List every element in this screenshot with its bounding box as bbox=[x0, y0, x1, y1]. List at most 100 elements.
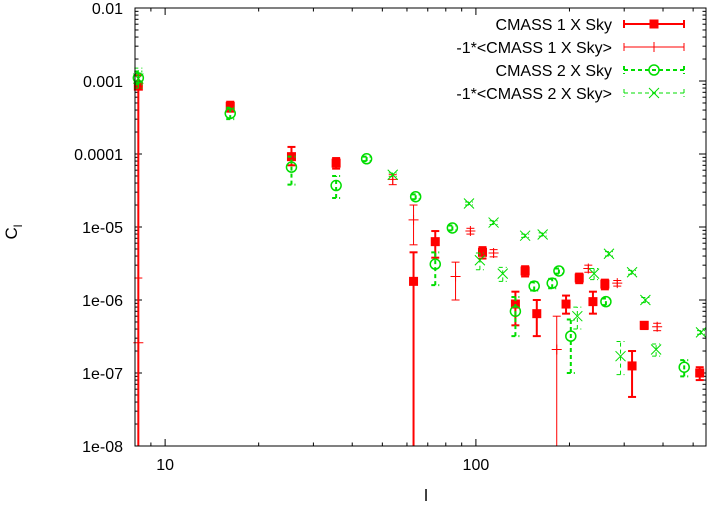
x-tick-label: 10 bbox=[156, 457, 174, 474]
data-point bbox=[285, 155, 298, 186]
data-point bbox=[330, 174, 342, 199]
y-tick-label: 0.0001 bbox=[74, 147, 123, 164]
data-point bbox=[520, 265, 530, 278]
data-point-marker bbox=[519, 230, 531, 242]
data-point bbox=[224, 106, 236, 121]
data-point-marker bbox=[331, 158, 341, 168]
data-point bbox=[528, 280, 540, 292]
data-point-marker bbox=[488, 217, 499, 228]
data-point-marker bbox=[387, 169, 399, 181]
data-point bbox=[408, 204, 419, 246]
data-point-marker bbox=[600, 279, 610, 289]
data-point-marker bbox=[330, 179, 342, 192]
data-point bbox=[627, 350, 637, 398]
data-point-marker bbox=[678, 361, 690, 373]
data-point-marker bbox=[537, 229, 549, 240]
data-point bbox=[565, 318, 577, 374]
data-point-marker bbox=[574, 273, 584, 283]
data-point-marker bbox=[360, 153, 373, 165]
data-point-marker bbox=[510, 299, 520, 309]
legend-label: -1*<CMASS 2 X Sky> bbox=[456, 86, 612, 103]
data-point-marker bbox=[409, 190, 422, 203]
data-point-marker bbox=[648, 64, 660, 76]
data-point bbox=[463, 198, 475, 209]
y-axis-label-main: C bbox=[2, 227, 21, 239]
data-point-marker bbox=[553, 265, 565, 277]
data-point bbox=[652, 321, 663, 332]
data-point-marker bbox=[649, 19, 659, 29]
data-point bbox=[588, 290, 598, 315]
data-point bbox=[551, 315, 562, 446]
data-point-marker bbox=[429, 258, 442, 270]
data-point bbox=[612, 278, 623, 289]
svg-text:Cl: Cl bbox=[2, 225, 25, 240]
y-tick-label: 1e-06 bbox=[82, 293, 123, 310]
data-point-marker bbox=[588, 268, 600, 279]
y-tick-label: 1e-08 bbox=[82, 439, 123, 456]
legend-label: CMASS 1 X Sky bbox=[496, 17, 612, 34]
data-point bbox=[537, 229, 549, 240]
data-point bbox=[600, 278, 610, 291]
data-point-marker bbox=[588, 297, 598, 307]
data-point bbox=[600, 295, 612, 308]
data-point bbox=[546, 277, 558, 290]
legend: CMASS 1 X Sky -1*<CMASS 1 X Sky> CMASS 2 X… bbox=[456, 17, 685, 103]
data-point bbox=[588, 268, 600, 281]
data-point-marker bbox=[497, 268, 509, 279]
y-tick-label: 1e-07 bbox=[82, 366, 123, 383]
data-point-marker bbox=[224, 107, 236, 120]
data-point bbox=[561, 294, 571, 315]
data-point bbox=[603, 248, 615, 260]
data-point-marker bbox=[520, 266, 530, 276]
data-point bbox=[626, 266, 638, 278]
data-point bbox=[387, 169, 399, 181]
data-point-marker bbox=[626, 266, 638, 278]
data-point-marker bbox=[650, 344, 662, 355]
y-axis-label-subscript: l bbox=[11, 225, 25, 228]
legend-label: CMASS 2 X Sky bbox=[496, 63, 612, 80]
series-3 bbox=[132, 70, 690, 378]
y-tick-label: 1e-05 bbox=[82, 220, 123, 237]
y-tick-label: 0.001 bbox=[83, 74, 123, 91]
data-point bbox=[409, 251, 419, 446]
data-point-marker bbox=[528, 280, 540, 292]
data-point-marker bbox=[565, 330, 577, 342]
series-2 bbox=[133, 174, 663, 446]
data-point bbox=[640, 294, 651, 306]
data-point-marker bbox=[488, 248, 499, 259]
data-point-marker bbox=[225, 101, 235, 111]
data-point bbox=[429, 251, 442, 287]
data-point bbox=[465, 226, 476, 237]
data-point-marker bbox=[600, 295, 612, 308]
series-layer bbox=[132, 67, 707, 446]
x-axis-label: l bbox=[424, 486, 428, 505]
data-point-marker bbox=[648, 87, 660, 99]
data-point bbox=[695, 366, 705, 382]
x-axis-ticks: 10 100 bbox=[134, 8, 694, 474]
data-point-marker bbox=[285, 161, 298, 173]
data-point bbox=[331, 157, 341, 170]
data-point bbox=[553, 265, 565, 277]
data-point-marker bbox=[509, 305, 522, 318]
data-point bbox=[497, 266, 509, 282]
data-point bbox=[571, 306, 583, 330]
y-axis-label: Cl bbox=[2, 225, 25, 240]
data-point-marker bbox=[430, 237, 440, 247]
data-point-marker bbox=[571, 310, 583, 322]
data-point bbox=[519, 230, 531, 242]
data-point bbox=[583, 263, 594, 274]
data-point bbox=[678, 359, 690, 378]
legend-entry: CMASS 2 X Sky bbox=[496, 63, 685, 80]
data-point-marker bbox=[640, 294, 651, 306]
legend-label: -1*<CMASS 1 X Sky> bbox=[456, 40, 612, 57]
legend-entry: -1*<CMASS 2 X Sky> bbox=[456, 86, 685, 103]
data-point bbox=[639, 320, 649, 331]
x-tick-label: 100 bbox=[463, 457, 490, 474]
data-point-marker bbox=[649, 42, 659, 52]
legend-entry: CMASS 1 X Sky bbox=[496, 17, 685, 34]
data-point bbox=[650, 343, 662, 357]
data-point bbox=[615, 341, 626, 376]
data-point bbox=[574, 272, 584, 285]
data-point bbox=[409, 190, 422, 203]
